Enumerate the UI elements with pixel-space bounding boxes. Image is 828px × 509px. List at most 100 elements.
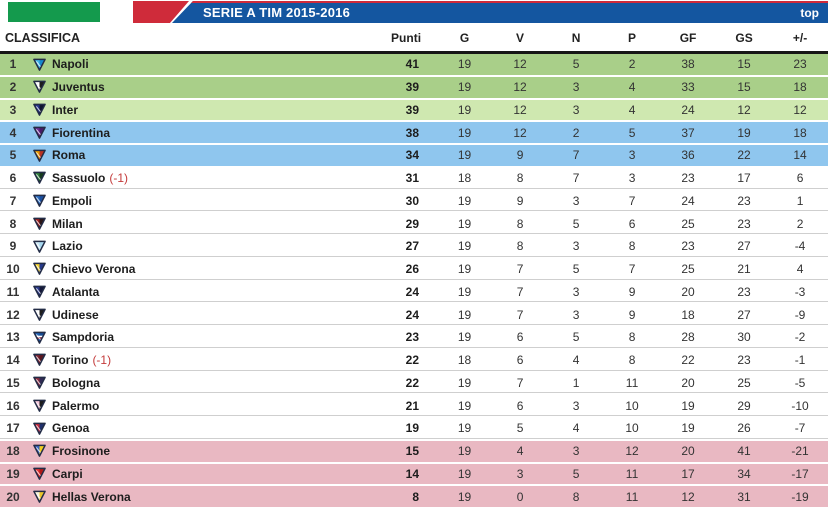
table-row: 17 Genoa 19 19 5 4 10 19 26 -7 [0, 418, 828, 441]
goals-against-cell: 34 [716, 464, 773, 487]
goals-for-cell: 25 [660, 213, 717, 236]
team-name: Torino [52, 353, 89, 368]
table-row: 10 Chievo Verona 26 19 7 5 7 25 21 4 [0, 258, 828, 282]
team-pennant-icon [32, 80, 46, 94]
games-played-cell: 19 [437, 373, 493, 396]
points-cell: 39 [380, 77, 438, 100]
points-cell: 34 [380, 145, 438, 168]
points-cell: 22 [380, 350, 438, 373]
goals-against-cell: 26 [716, 418, 773, 441]
losses-cell: 4 [604, 77, 661, 100]
games-played-cell: 19 [437, 327, 493, 350]
table-row: 3 Inter 39 19 12 3 4 24 12 12 [0, 99, 828, 123]
col-header-diff: +/- [772, 24, 828, 54]
games-played-cell: 19 [437, 259, 493, 282]
points-cell: 38 [380, 122, 438, 145]
wins-cell: 7 [492, 304, 549, 327]
rank-cell: 14 [0, 350, 26, 373]
points-cell: 15 [380, 441, 438, 464]
goal-difference-cell: -3 [772, 282, 828, 305]
team-name: Empoli [52, 193, 93, 208]
team-name: Bologna [52, 375, 100, 390]
table-row: 16 Palermo 21 19 6 3 10 19 29 -10 [0, 395, 828, 418]
draws-cell: 5 [548, 54, 605, 77]
goal-difference-cell: 18 [772, 77, 828, 100]
table-row: 8 Milan 29 19 8 5 6 25 23 2 [0, 213, 828, 236]
goals-against-cell: 22 [716, 145, 773, 168]
games-played-cell: 19 [437, 282, 493, 305]
team-name: Milan [52, 216, 83, 231]
draws-cell: 7 [548, 168, 605, 191]
team-pennant-cell [26, 418, 52, 441]
goals-for-cell: 24 [660, 191, 717, 214]
goals-for-cell: 19 [660, 418, 717, 441]
losses-cell: 3 [604, 168, 661, 191]
team-pennant-cell [26, 373, 52, 396]
rank-cell: 18 [0, 441, 26, 464]
team-name: Atalanta [52, 284, 100, 299]
table-row: 20 Hellas Verona 8 19 0 8 11 12 31 -19 [0, 486, 828, 509]
top-link[interactable]: top [800, 6, 819, 20]
team-name: Inter [52, 102, 79, 117]
wins-cell: 5 [492, 418, 549, 441]
games-played-cell: 18 [437, 168, 493, 191]
points-cell: 23 [380, 327, 438, 350]
rank-cell: 5 [0, 145, 26, 168]
team-cell: Inter [52, 100, 381, 123]
table-row: 1 Napoli 41 19 12 5 2 38 15 23 [0, 54, 828, 77]
rank-cell: 3 [0, 100, 26, 123]
table-row: 11 Atalanta 24 19 7 3 9 20 23 -3 [0, 281, 828, 305]
points-cell: 24 [380, 304, 438, 327]
wins-cell: 6 [492, 350, 549, 373]
team-name: Genoa [52, 421, 90, 436]
goals-for-cell: 18 [660, 304, 717, 327]
rank-cell: 12 [0, 304, 26, 327]
losses-cell: 11 [604, 373, 661, 396]
losses-cell: 8 [604, 350, 661, 373]
table-row: 6 Sassuolo (-1) 31 18 8 7 3 23 17 6 [0, 167, 828, 191]
team-cell: Bologna [52, 373, 381, 396]
goals-for-cell: 20 [660, 441, 717, 464]
team-cell: Palermo [52, 395, 381, 418]
goals-against-cell: 17 [716, 168, 773, 191]
rank-cell: 2 [0, 77, 26, 100]
team-pennant-icon [32, 126, 46, 139]
wins-cell: 12 [492, 100, 549, 123]
team-pennant-cell [26, 100, 52, 123]
rank-cell: 20 [0, 486, 26, 509]
losses-cell: 6 [604, 213, 661, 236]
draws-cell: 3 [548, 191, 605, 214]
goals-against-cell: 31 [716, 486, 773, 509]
team-pennant-cell [26, 282, 52, 305]
table-row: 18 Frosinone 15 19 4 3 12 20 41 -21 [0, 440, 828, 464]
team-cell: Sassuolo (-1) [52, 168, 381, 191]
draws-cell: 8 [548, 486, 605, 509]
team-pennant-icon [32, 58, 46, 71]
rank-cell: 10 [0, 259, 26, 282]
team-cell: Hellas Verona [52, 486, 381, 509]
goals-against-cell: 41 [716, 441, 773, 464]
wins-cell: 9 [492, 145, 549, 168]
losses-cell: 5 [604, 122, 661, 145]
team-name: Sassuolo [52, 171, 106, 186]
team-cell: Genoa [52, 418, 381, 441]
goal-difference-cell: 14 [772, 145, 828, 168]
team-name: Frosinone [52, 444, 111, 459]
draws-cell: 3 [548, 77, 605, 100]
team-pennant-cell [26, 304, 52, 327]
goals-for-cell: 28 [660, 327, 717, 350]
losses-cell: 8 [604, 327, 661, 350]
points-cell: 30 [380, 191, 438, 214]
goal-difference-cell: 12 [772, 100, 828, 123]
goal-difference-cell: 18 [772, 122, 828, 145]
col-header-punti: Punti [380, 24, 438, 54]
points-cell: 19 [380, 418, 438, 441]
goals-for-cell: 37 [660, 122, 717, 145]
losses-cell: 9 [604, 282, 661, 305]
draws-cell: 5 [548, 464, 605, 487]
wins-cell: 0 [492, 486, 549, 509]
team-name: Napoli [52, 57, 89, 72]
wins-cell: 3 [492, 464, 549, 487]
team-name: Roma [52, 148, 86, 163]
team-cell: Udinese [52, 304, 381, 327]
